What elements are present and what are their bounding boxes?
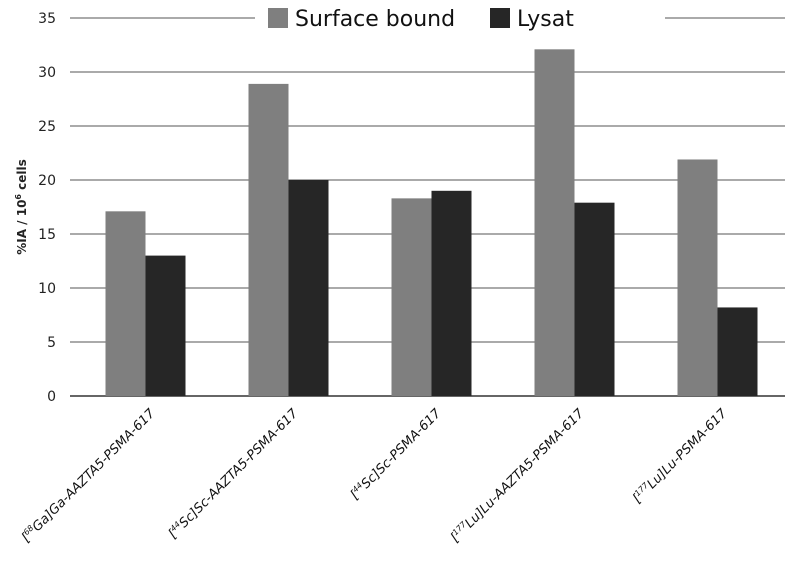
bar-lysat [431, 190, 472, 396]
x-tick-label: [68Ga]Ga-AAZTA5-PSMA-617 [18, 405, 159, 546]
x-tick-label: [44Sc]Sc-PSMA-617 [347, 405, 445, 503]
y-tick-label: 20 [38, 173, 56, 189]
legend-swatch [268, 8, 288, 28]
legend-background [255, 2, 665, 34]
x-tick-label: [177Lu]Lu-AAZTA5-PSMA-617 [447, 405, 588, 546]
bar-surface-bound [105, 211, 146, 396]
bar-surface-bound [534, 49, 575, 396]
y-tick-label: 15 [38, 227, 56, 243]
bar-surface-bound [248, 83, 289, 396]
bar-lysat [145, 255, 186, 396]
y-tick-label: 0 [47, 389, 56, 405]
y-tick-label: 30 [38, 65, 56, 81]
y-tick-label: 35 [38, 11, 56, 27]
bar-lysat [288, 180, 329, 396]
y-tick-label: 25 [38, 119, 56, 135]
bar-surface-bound [391, 198, 432, 396]
legend-label: Surface bound [295, 7, 455, 32]
bar-surface-bound [677, 159, 718, 396]
y-axis-label: %IA / 106 cells [14, 159, 29, 255]
y-tick-label: 10 [38, 281, 56, 297]
bar-lysat [574, 202, 615, 396]
x-tick-label: [177Lu]Lu-PSMA-617 [629, 405, 730, 506]
x-tick-label: [44Sc]Sc-AAZTA5-PSMA-617 [165, 405, 302, 542]
bar-lysat [717, 307, 758, 396]
legend-label: Lysat [517, 7, 574, 32]
legend-swatch [490, 8, 510, 28]
y-tick-label: 5 [47, 335, 56, 351]
